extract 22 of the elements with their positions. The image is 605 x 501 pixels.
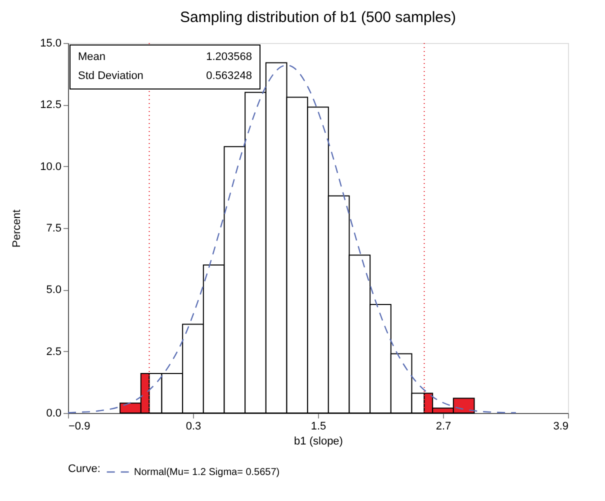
legend-title: Curve: (68, 463, 100, 475)
annotation: 0.563248 (206, 70, 252, 82)
x-tick-label: −0.9 (68, 420, 90, 432)
y-tick-label: 10.0 (40, 160, 62, 173)
line-series (67, 64, 517, 414)
annotation: Std Deviation (78, 70, 144, 82)
annotation: 1.203568 (206, 51, 252, 63)
y-tick-label: 15.0 (40, 38, 62, 50)
y-tick-label: 12.5 (40, 99, 62, 112)
x-tick-label: 1.5 (310, 420, 326, 432)
y-axis-title: Percent (11, 210, 24, 248)
y-tick-label: 5.0 (46, 284, 62, 296)
y-tick-label: 2.5 (46, 346, 62, 358)
x-axis-title: b1 (slope) (294, 436, 343, 448)
legend-label: Normal(Mu= 1.2 Sigma= 0.5657) (134, 467, 280, 478)
x-tick-label: 3.9 (553, 420, 568, 432)
annotation: Mean (78, 51, 106, 63)
y-tick-label: 0.0 (46, 408, 62, 420)
y-tick-label: 7.5 (46, 222, 62, 234)
x-tick-label: 0.3 (186, 420, 202, 432)
chart-title: Sampling distribution of b1 (500 samples) (180, 9, 456, 26)
x-tick-label: 2.7 (436, 420, 452, 432)
